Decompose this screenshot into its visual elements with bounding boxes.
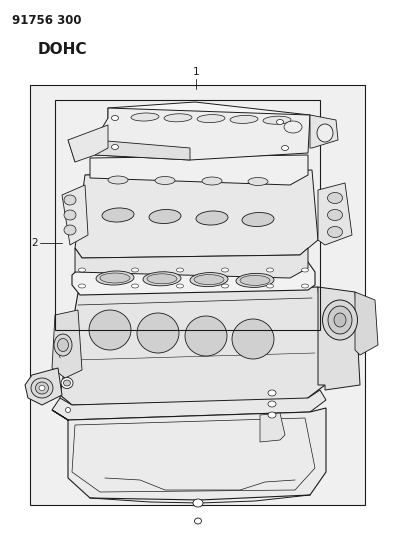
Ellipse shape [232,319,274,359]
Ellipse shape [284,121,302,133]
Ellipse shape [112,116,119,120]
Ellipse shape [327,209,342,221]
Ellipse shape [58,338,69,351]
Ellipse shape [177,284,184,288]
Text: 1: 1 [193,67,199,77]
Polygon shape [75,170,318,258]
Polygon shape [52,390,326,420]
Ellipse shape [185,316,227,356]
Ellipse shape [317,124,333,142]
Ellipse shape [334,313,346,327]
Ellipse shape [54,334,72,356]
Ellipse shape [268,390,276,396]
Ellipse shape [177,268,184,272]
Polygon shape [62,185,88,245]
Ellipse shape [242,213,274,227]
Ellipse shape [195,518,201,524]
Text: 2: 2 [32,238,38,248]
Ellipse shape [102,208,134,222]
Ellipse shape [301,268,309,272]
Ellipse shape [301,284,309,288]
Ellipse shape [197,115,225,123]
Ellipse shape [132,268,139,272]
Ellipse shape [35,382,48,394]
Ellipse shape [100,273,130,283]
Ellipse shape [132,284,139,288]
Ellipse shape [328,306,352,334]
Ellipse shape [61,377,73,389]
Ellipse shape [64,225,76,235]
Ellipse shape [196,211,228,225]
Ellipse shape [65,408,71,413]
Bar [55,100,320,330]
Ellipse shape [112,144,119,149]
Ellipse shape [221,284,229,288]
Ellipse shape [327,192,342,204]
Ellipse shape [230,115,258,124]
Ellipse shape [327,227,342,238]
Ellipse shape [194,274,224,285]
Ellipse shape [143,272,181,286]
Polygon shape [60,287,325,405]
Polygon shape [68,125,108,162]
Ellipse shape [147,274,177,284]
Polygon shape [85,170,312,184]
Ellipse shape [193,499,203,507]
Bar [30,85,365,505]
Ellipse shape [31,378,53,398]
Polygon shape [52,310,82,378]
Ellipse shape [240,276,270,285]
Polygon shape [318,287,360,390]
Text: 91756 300: 91756 300 [12,14,82,27]
Ellipse shape [221,268,229,272]
Ellipse shape [64,195,76,205]
Text: DOHC: DOHC [38,42,87,57]
Ellipse shape [266,284,273,288]
Polygon shape [90,155,308,185]
Ellipse shape [96,271,134,285]
Polygon shape [108,102,310,125]
Ellipse shape [202,177,222,185]
Ellipse shape [149,209,181,223]
Ellipse shape [89,310,131,350]
Ellipse shape [248,177,268,185]
Polygon shape [75,248,308,278]
Ellipse shape [78,268,85,272]
Ellipse shape [190,272,228,287]
Polygon shape [25,368,62,405]
Polygon shape [52,408,326,500]
Ellipse shape [236,273,274,287]
Polygon shape [95,140,190,160]
Ellipse shape [78,284,85,288]
Ellipse shape [277,119,284,125]
Ellipse shape [39,385,45,391]
Polygon shape [72,262,315,295]
Ellipse shape [164,114,192,122]
Ellipse shape [323,300,357,340]
Ellipse shape [137,313,179,353]
Ellipse shape [268,412,276,418]
Ellipse shape [266,268,273,272]
Polygon shape [78,287,318,302]
Ellipse shape [263,116,291,124]
Ellipse shape [131,113,159,121]
Polygon shape [260,413,285,442]
Ellipse shape [268,401,276,407]
Ellipse shape [155,176,175,184]
Ellipse shape [63,380,71,386]
Polygon shape [310,115,338,148]
Polygon shape [318,183,352,245]
Ellipse shape [64,210,76,220]
Polygon shape [60,395,72,415]
Polygon shape [95,108,310,160]
Ellipse shape [281,146,288,150]
Polygon shape [355,292,378,355]
Ellipse shape [108,176,128,184]
